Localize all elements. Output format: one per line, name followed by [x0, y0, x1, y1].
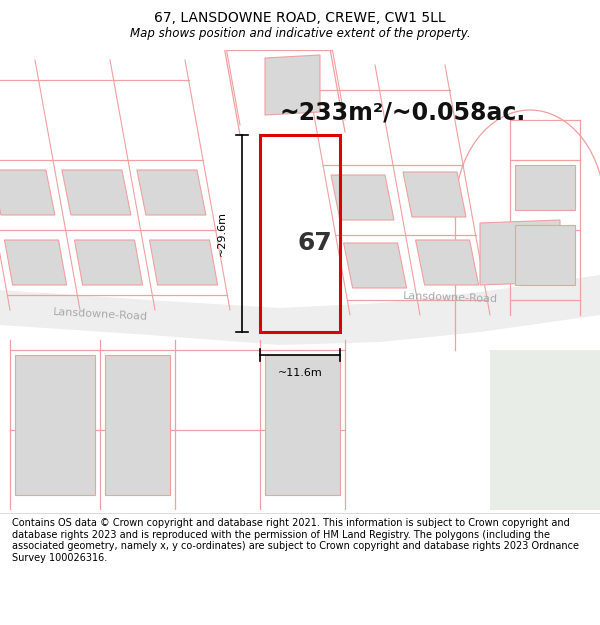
Text: Contains OS data © Crown copyright and database right 2021. This information is : Contains OS data © Crown copyright and d…	[12, 518, 579, 563]
Polygon shape	[490, 350, 600, 510]
Polygon shape	[416, 240, 479, 285]
Polygon shape	[515, 165, 575, 210]
Polygon shape	[480, 220, 560, 285]
Polygon shape	[62, 170, 131, 215]
Text: Map shows position and indicative extent of the property.: Map shows position and indicative extent…	[130, 27, 470, 40]
Polygon shape	[403, 172, 466, 217]
Polygon shape	[265, 355, 340, 495]
Polygon shape	[515, 225, 575, 285]
Polygon shape	[74, 240, 143, 285]
Polygon shape	[331, 175, 394, 220]
Text: 67, LANSDOWNE ROAD, CREWE, CW1 5LL: 67, LANSDOWNE ROAD, CREWE, CW1 5LL	[154, 11, 446, 25]
Polygon shape	[0, 275, 600, 345]
Polygon shape	[0, 170, 55, 215]
Polygon shape	[15, 355, 95, 495]
Text: ~233m²/~0.058ac.: ~233m²/~0.058ac.	[280, 100, 526, 124]
Text: ~29.6m: ~29.6m	[217, 211, 227, 256]
Polygon shape	[105, 355, 170, 495]
Polygon shape	[344, 243, 407, 288]
Text: Lansdowne-Road: Lansdowne-Road	[52, 306, 148, 321]
Polygon shape	[137, 170, 206, 215]
Text: ~11.6m: ~11.6m	[278, 368, 322, 378]
Text: Lansdowne-Road: Lansdowne-Road	[403, 291, 497, 304]
Text: 67: 67	[298, 231, 332, 256]
Polygon shape	[265, 55, 320, 115]
Polygon shape	[5, 240, 67, 285]
Polygon shape	[149, 240, 218, 285]
